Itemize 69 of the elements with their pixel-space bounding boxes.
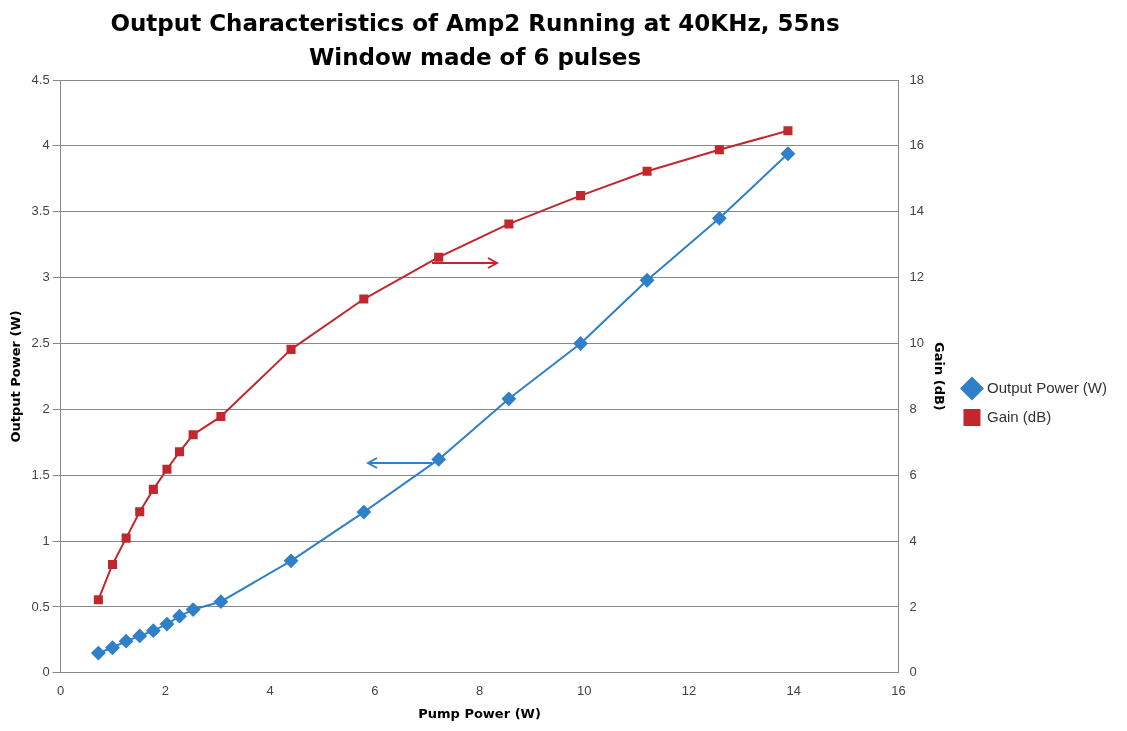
x-tick-label: 2 bbox=[161, 683, 170, 699]
y2-tick-label: 16 bbox=[909, 137, 924, 153]
point bbox=[359, 294, 369, 304]
point bbox=[174, 447, 185, 457]
chart-title: Output Characteristics of Amp2 Running at 40KHz, 55ns Window made of 6 pulses bbox=[109, 9, 841, 72]
y2-tick-label: 6 bbox=[909, 466, 917, 482]
y-tick-label: 2 bbox=[42, 400, 50, 416]
y-tick-label: 0.5 bbox=[31, 598, 50, 614]
point bbox=[640, 273, 655, 288]
point bbox=[284, 553, 299, 568]
point bbox=[573, 336, 588, 351]
point bbox=[188, 430, 198, 440]
y2-tick-label: 4 bbox=[909, 532, 917, 548]
y-tick-label: 4 bbox=[42, 137, 50, 153]
x-tick-label: 12 bbox=[681, 683, 697, 699]
x-tick-label: 4 bbox=[266, 683, 274, 699]
y-tick-label: 0 bbox=[42, 664, 50, 680]
point bbox=[119, 634, 134, 649]
y2-tick-label: 12 bbox=[909, 269, 924, 285]
point bbox=[712, 211, 727, 226]
y-tick-label: 4.5 bbox=[31, 71, 50, 87]
y2-tick-label: 8 bbox=[909, 400, 917, 416]
x-tick-label: 10 bbox=[577, 683, 592, 699]
point bbox=[783, 126, 793, 136]
point bbox=[434, 252, 444, 262]
point bbox=[286, 344, 296, 354]
point bbox=[576, 191, 586, 201]
point bbox=[172, 609, 187, 624]
point bbox=[91, 646, 106, 661]
x-axis-title: Pump Power (W) bbox=[418, 705, 541, 721]
point bbox=[431, 452, 446, 467]
point bbox=[714, 145, 724, 155]
y2-tick-label: 10 bbox=[909, 335, 924, 351]
y2-tick-label: 0 bbox=[909, 664, 917, 680]
x-tick-label: 14 bbox=[786, 683, 801, 699]
legend-label: Gain (dB) bbox=[986, 407, 1052, 425]
point bbox=[356, 505, 371, 520]
point bbox=[216, 412, 226, 422]
point bbox=[186, 602, 201, 617]
point bbox=[146, 623, 161, 638]
y-axis-title: Output Power (W) bbox=[8, 310, 24, 443]
point bbox=[121, 533, 131, 543]
point bbox=[162, 464, 172, 474]
point bbox=[642, 166, 652, 176]
y-tick-label: 1 bbox=[42, 532, 50, 548]
y-tick-label: 3 bbox=[42, 269, 50, 285]
y2-tick-label: 18 bbox=[909, 71, 924, 87]
point bbox=[148, 484, 158, 494]
point bbox=[132, 628, 147, 643]
point bbox=[504, 219, 514, 229]
point bbox=[159, 617, 174, 632]
y2-tick-label: 14 bbox=[909, 203, 924, 219]
y2-axis-title: Gain (dB) bbox=[932, 342, 948, 411]
y-tick-label: 1.5 bbox=[31, 466, 50, 482]
legend-label: Output Power (W) bbox=[986, 378, 1107, 396]
point bbox=[501, 391, 516, 406]
x-tick-label: 0 bbox=[57, 683, 65, 699]
point bbox=[93, 595, 103, 605]
y-tick-label: 2.5 bbox=[31, 335, 50, 351]
point bbox=[213, 594, 228, 609]
x-tick-label: 6 bbox=[371, 683, 379, 699]
y-tick-label: 3.5 bbox=[31, 203, 50, 219]
x-tick-label: 16 bbox=[891, 683, 906, 699]
point bbox=[107, 559, 118, 569]
y2-tick-label: 2 bbox=[909, 598, 917, 614]
x-tick-label: 8 bbox=[475, 683, 484, 699]
point bbox=[135, 507, 145, 517]
point bbox=[105, 640, 120, 655]
point bbox=[780, 146, 795, 161]
